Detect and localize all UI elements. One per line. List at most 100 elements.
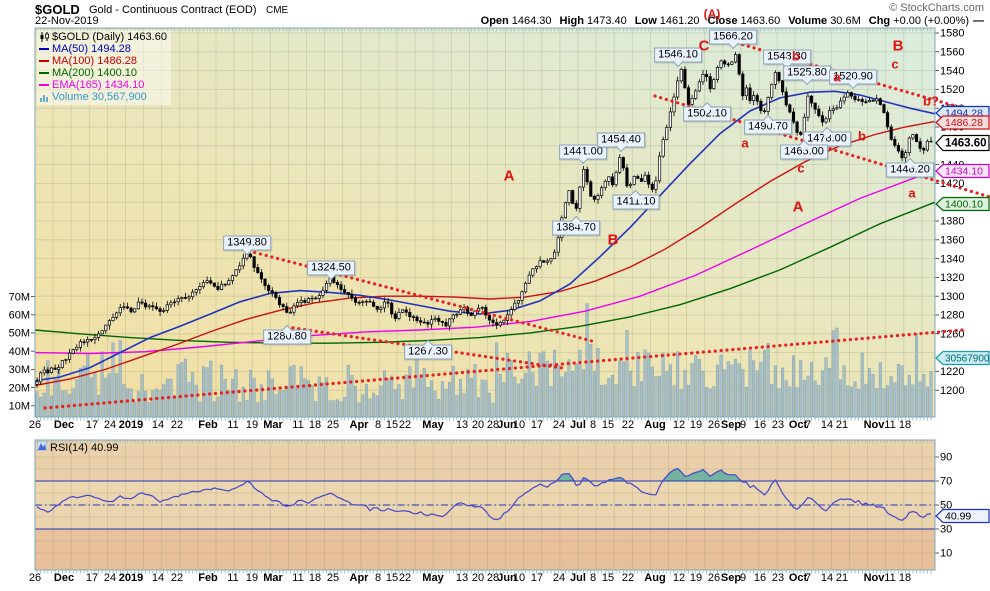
x-axis-label: 9 bbox=[740, 419, 746, 431]
x-axis-label: 24 bbox=[553, 572, 565, 584]
legend-row-ma200: MA(200) 1400.10 bbox=[39, 67, 167, 79]
ma50-line-icon bbox=[39, 48, 52, 50]
legend-ma50-label: MA(50) 1494.28 bbox=[52, 43, 131, 55]
rsi-plot bbox=[35, 467, 935, 530]
x-axis-label: 19 bbox=[246, 419, 258, 431]
axis-label: 60M bbox=[9, 310, 30, 322]
x-axis-label: 23 bbox=[772, 419, 784, 431]
legend-row-ma50: MA(50) 1494.28 bbox=[39, 43, 167, 55]
ma100-line-icon bbox=[39, 60, 52, 62]
x-axis-label: 22 bbox=[399, 419, 411, 431]
x-axis-label: 10 bbox=[513, 572, 525, 584]
x-axis-label: 15 bbox=[386, 572, 398, 584]
x-axis-label: 24 bbox=[104, 572, 116, 584]
x-axis-label: Jul bbox=[570, 572, 586, 584]
x-axis-label: 11 bbox=[884, 419, 895, 431]
value-badge bbox=[935, 508, 990, 524]
x-axis-label: Aug bbox=[644, 419, 665, 431]
axis-label: 50 bbox=[940, 500, 952, 512]
x-axis-label: Jul bbox=[570, 419, 586, 431]
value-badge-text: 1434.10 bbox=[945, 166, 983, 178]
x-axis-label: 16 bbox=[754, 572, 766, 584]
x-axis-label: 17 bbox=[531, 419, 543, 431]
quote-value: 1461.20 bbox=[659, 15, 700, 27]
x-axis-label: Dec bbox=[54, 572, 74, 584]
x-axis-label: 13 bbox=[456, 419, 468, 431]
legend-row-ema165: EMA(165) 1434.10 bbox=[39, 79, 167, 91]
legend-ma200-label: MA(200) 1400.10 bbox=[52, 67, 137, 79]
x-axis-label: Nov bbox=[864, 572, 886, 584]
quote-label: Chg bbox=[868, 15, 891, 27]
candlesticks bbox=[35, 51, 933, 388]
x-axis-label: Dec bbox=[54, 419, 74, 431]
quote-value: 1463.60 bbox=[740, 15, 781, 27]
x-axis-label: 14 bbox=[821, 419, 833, 431]
x-axis-label: May bbox=[422, 419, 444, 431]
x-axis-label: 12 bbox=[673, 572, 685, 584]
axis-label: 1220 bbox=[940, 366, 964, 378]
x-axis-label: 19 bbox=[690, 572, 702, 584]
x-axis-label: 25 bbox=[327, 419, 339, 431]
value-badge bbox=[935, 134, 990, 152]
x-axis-label: Sep bbox=[721, 572, 741, 584]
x-axis-label: 28 bbox=[487, 419, 499, 431]
x-axis-label: 28 bbox=[487, 572, 499, 584]
ma200-line-icon bbox=[39, 72, 52, 74]
axis-label: 1560 bbox=[940, 47, 964, 59]
x-axis-label: 20 bbox=[472, 419, 484, 431]
x-axis-label: 11 bbox=[227, 572, 238, 584]
x-axis-label: 11 bbox=[884, 572, 895, 584]
axis-label: 20M bbox=[9, 382, 30, 394]
axis-label: 1340 bbox=[940, 253, 964, 265]
x-axis-label: 26 bbox=[708, 419, 720, 431]
rsi-legend: RSI(14) 40.99 bbox=[36, 440, 118, 454]
x-axis-label: 18 bbox=[309, 572, 321, 584]
x-axis-label: 11 bbox=[292, 572, 303, 584]
ohlc-quote-line: Open 1464.30 High 1473.40 Low 1461.20 Close 146… bbox=[473, 15, 984, 27]
x-axis-label: Oct bbox=[789, 572, 808, 584]
moving-average-lines bbox=[34, 90, 936, 387]
legend-row-ma100: MA(100) 1486.28 bbox=[39, 55, 167, 67]
legend-volume-label: Volume 30,567,900 bbox=[52, 91, 147, 103]
x-axis-label: Aug bbox=[644, 572, 665, 584]
value-badge-text: 1463.60 bbox=[945, 138, 987, 150]
x-axis-label: 26 bbox=[29, 572, 41, 584]
value-badge-text: 1486.28 bbox=[945, 117, 983, 129]
x-axis-label: 14 bbox=[821, 572, 833, 584]
legend-row-volume: Volume 30,567,900 bbox=[39, 91, 167, 103]
x-axis-label: 2019 bbox=[119, 419, 143, 431]
axis-label: 1520 bbox=[940, 84, 964, 96]
x-axis-label: 17 bbox=[86, 419, 98, 431]
x-axis-label: 19 bbox=[690, 419, 702, 431]
axis-label: 50M bbox=[9, 328, 30, 340]
x-axis-label: 21 bbox=[836, 572, 848, 584]
x-axis-label: 22 bbox=[171, 572, 183, 584]
x-axis-label: Oct bbox=[789, 419, 808, 431]
x-axis-label: 22 bbox=[622, 419, 634, 431]
x-axis-label: 15 bbox=[602, 419, 614, 431]
x-axis-label: 21 bbox=[836, 419, 848, 431]
axis-label: 1200 bbox=[940, 385, 964, 397]
legend-row-symbol: $GOLD (Daily) 1463.60 bbox=[39, 31, 167, 43]
x-axis-label: 8 bbox=[375, 572, 381, 584]
x-axis-label: 18 bbox=[309, 419, 321, 431]
x-axis-label: 25 bbox=[327, 572, 339, 584]
axis-label: 1320 bbox=[940, 272, 964, 284]
x-axis-label: 17 bbox=[531, 572, 543, 584]
x-axis-label: Mar bbox=[263, 419, 283, 431]
x-axis-label: 7 bbox=[805, 419, 811, 431]
x-axis-label: Feb bbox=[198, 419, 218, 431]
x-axis-label: 9 bbox=[740, 572, 746, 584]
x-axis-label: 17 bbox=[86, 572, 98, 584]
x-axis-label: Nov bbox=[864, 419, 886, 431]
x-axis-label: Feb bbox=[198, 572, 218, 584]
x-axis-label: Jun bbox=[497, 572, 517, 584]
axis-label: 70M bbox=[9, 291, 30, 303]
quote-label: Low bbox=[634, 15, 657, 27]
chart-date: 22-Nov-2019 bbox=[35, 15, 99, 27]
x-axis-label: 24 bbox=[553, 419, 565, 431]
x-axis-label: 7 bbox=[805, 572, 811, 584]
x-axis-label: 16 bbox=[754, 419, 766, 431]
x-axis-label: 18 bbox=[899, 572, 911, 584]
